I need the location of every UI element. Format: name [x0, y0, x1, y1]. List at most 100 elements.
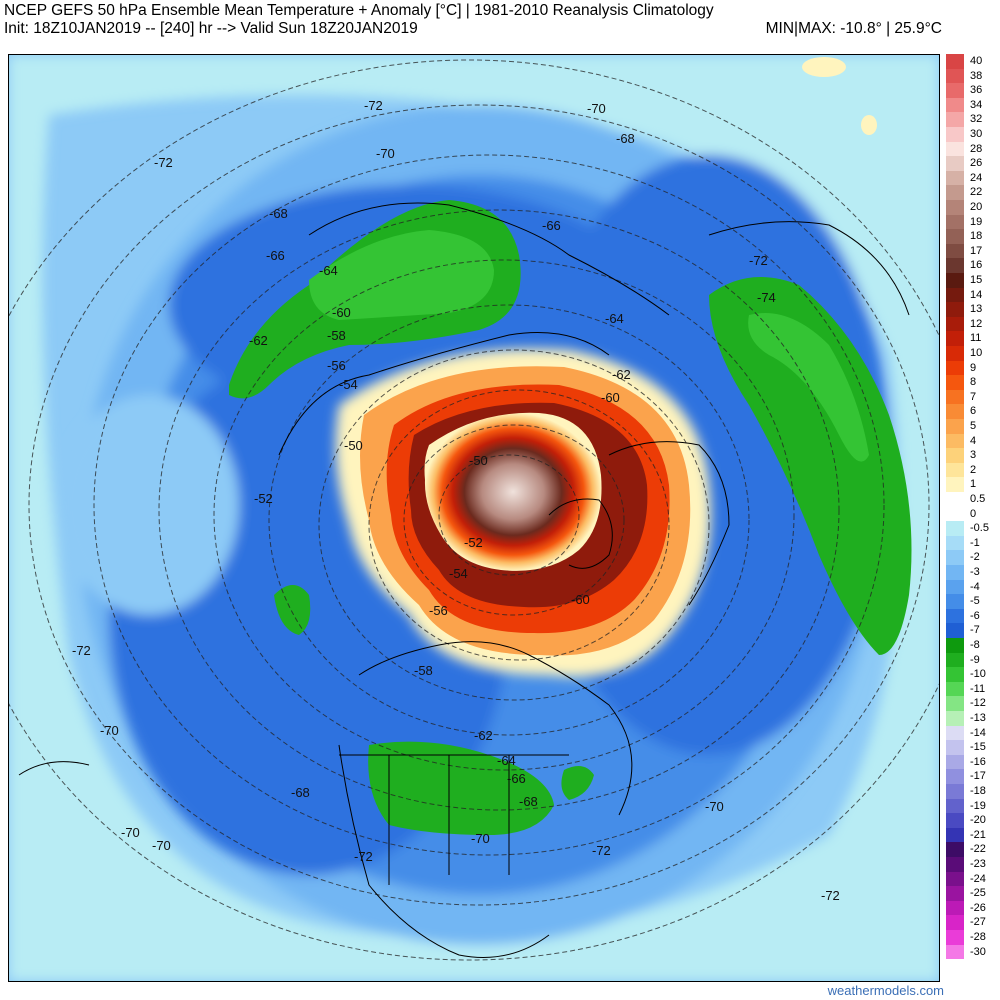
- contour-label: -72: [821, 888, 840, 903]
- legend-label: 34: [970, 98, 983, 111]
- legend-swatch: [946, 652, 964, 668]
- legend-swatch: [946, 623, 964, 638]
- legend-swatch: [946, 462, 964, 478]
- legend-entry: 19: [946, 214, 1000, 230]
- legend-swatch: [946, 419, 964, 434]
- min-max-readout: MIN|MAX: -10.8° | 25.9°C: [765, 20, 942, 37]
- contour-label: -70: [100, 723, 119, 738]
- legend-swatch: [946, 185, 964, 200]
- contour-label: -70: [152, 838, 171, 853]
- contour-label: -70: [471, 831, 490, 846]
- legend-entry: 36: [946, 83, 1000, 98]
- legend-swatch: [946, 287, 964, 303]
- contour-label: -54: [339, 377, 358, 392]
- legend-entry: 6: [946, 404, 1000, 419]
- legend-label: 19: [970, 215, 983, 228]
- contour-label: -66: [507, 771, 526, 786]
- legend-swatch: [946, 127, 964, 142]
- legend-swatch: [946, 740, 964, 755]
- legend-swatch: [946, 930, 964, 945]
- coastlines: [18, 202, 910, 958]
- legend-label: -4: [970, 580, 980, 593]
- contour-label: -58: [327, 328, 346, 343]
- legend-swatch: [946, 258, 964, 273]
- legend-label: -0.5: [970, 522, 989, 535]
- contour-label: -72: [592, 843, 611, 858]
- map-canvas: -72 -70 -70 -68 -72 -68 -66 -64 -66 -64 …: [9, 55, 939, 981]
- contour-label: -68: [519, 794, 538, 809]
- legend-label: -30: [970, 945, 986, 958]
- legend-swatch: [946, 506, 964, 522]
- legend-label: 32: [970, 113, 983, 126]
- contour-label-layer: -72 -70 -70 -68 -72 -68 -66 -64 -66 -64 …: [72, 98, 840, 903]
- legend-entry: -17: [946, 769, 1000, 784]
- legend-label: -22: [970, 843, 986, 856]
- legend-entry: -28: [946, 930, 1000, 945]
- legend-swatch: [946, 83, 964, 98]
- cold-anomaly-patches: [229, 57, 912, 835]
- legend-entry: -9: [946, 652, 1000, 668]
- legend-label: 17: [970, 244, 983, 257]
- legend-entry: -23: [946, 857, 1000, 872]
- legend-entry: 17: [946, 243, 1000, 259]
- contour-label: -56: [327, 358, 346, 373]
- legend-label: -25: [970, 887, 986, 900]
- legend-label: -24: [970, 872, 986, 885]
- legend-swatch: [946, 68, 964, 84]
- legend-entry: -8: [946, 638, 1000, 653]
- legend-entry: -1: [946, 535, 1000, 551]
- legend-entry: -25: [946, 886, 1000, 901]
- legend-entry: -5: [946, 594, 1000, 609]
- legend-label: 16: [970, 259, 983, 272]
- legend-swatch: [946, 638, 964, 653]
- legend-entry: 28: [946, 141, 1000, 157]
- legend-swatch: [946, 302, 964, 317]
- legend-label: 15: [970, 274, 983, 286]
- legend-swatch: [946, 798, 964, 814]
- legend-entry: 4: [946, 433, 1000, 449]
- contour-label: -70: [376, 146, 395, 161]
- legend-swatch: [946, 492, 964, 507]
- legend-entry: 11: [946, 331, 1000, 346]
- legend-label: 2: [970, 463, 977, 476]
- legend-entry: -19: [946, 798, 1000, 814]
- legend-swatch: [946, 375, 964, 390]
- legend-label: 18: [970, 230, 983, 243]
- legend-label: -14: [970, 726, 986, 739]
- legend-swatch: [946, 681, 964, 697]
- legend-entry: -30: [946, 944, 1000, 960]
- legend-label: 1: [970, 478, 977, 491]
- legend-swatch: [946, 360, 964, 376]
- legend-entry: 26: [946, 156, 1000, 171]
- legend-swatch: [946, 404, 964, 419]
- legend-entry: -24: [946, 871, 1000, 887]
- legend-label: -28: [970, 931, 986, 943]
- contour-label: -66: [542, 218, 561, 233]
- legend-swatch: [946, 389, 964, 405]
- legend-label: 9: [970, 361, 977, 374]
- legend-label: 20: [970, 201, 983, 213]
- legend-label: -21: [970, 828, 986, 841]
- legend-swatch: [946, 565, 964, 580]
- legend-label: -3: [970, 566, 980, 578]
- contour-label: -60: [332, 305, 351, 320]
- legend-swatch: [946, 229, 964, 244]
- legend-label: 30: [970, 128, 983, 140]
- contour-label: -62: [612, 367, 631, 382]
- legend-label: -19: [970, 799, 986, 812]
- legend-entry: 15: [946, 273, 1000, 288]
- legend-label: -7: [970, 624, 980, 637]
- legend-entry: 10: [946, 346, 1000, 361]
- legend-label: 8: [970, 376, 977, 389]
- contour-label: -64: [497, 753, 516, 768]
- legend-entry: -15: [946, 740, 1000, 755]
- legend-swatch: [946, 448, 964, 463]
- legend-entry: 9: [946, 360, 1000, 376]
- warm-anomaly-region: [335, 348, 711, 677]
- legend-entry: -2: [946, 550, 1000, 565]
- legend-swatch: [946, 725, 964, 741]
- legend-entry: 22: [946, 185, 1000, 200]
- legend-entry: 38: [946, 68, 1000, 84]
- legend-label: -11: [970, 682, 986, 695]
- legend-swatch: [946, 579, 964, 595]
